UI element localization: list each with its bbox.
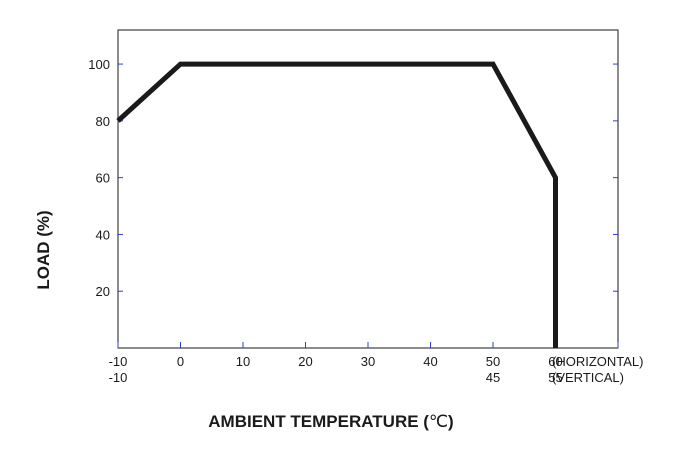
- x-tick-label: 40: [423, 354, 437, 369]
- x-axis-title-close: ): [448, 412, 454, 431]
- x-axis-title: AMBIENT TEMPERATURE (℃): [208, 412, 453, 431]
- x-tick-label: 20: [298, 354, 312, 369]
- x-tick-label-secondary: 45: [486, 370, 500, 385]
- plot-frame: [117, 29, 619, 349]
- x-tick-label-secondary: 55: [548, 370, 562, 385]
- x-tick-label-secondary: -10: [109, 370, 128, 385]
- x-tick-label: 10: [236, 354, 250, 369]
- y-tick-label: 100: [88, 57, 110, 72]
- y-tick-marks: [118, 63, 618, 292]
- x-tick-marks: [117, 342, 619, 348]
- x-tick-label: 50: [486, 354, 500, 369]
- orientation-label-vertical: (VERTICAL): [552, 370, 624, 385]
- x-tick-label: -10: [109, 354, 128, 369]
- y-tick-label: 40: [96, 227, 110, 242]
- y-tick-label: 20: [96, 284, 110, 299]
- x-tick-labels: -10 0 10 20 30 40 50 60: [109, 354, 563, 369]
- x-tick-label: 30: [361, 354, 375, 369]
- y-tick-label: 80: [96, 114, 110, 129]
- y-tick-labels: 20 40 60 80 100: [88, 57, 110, 299]
- x-tick-label: 60: [548, 354, 562, 369]
- y-axis-title: LOAD (%): [34, 210, 53, 289]
- x-tick-label: 0: [177, 354, 184, 369]
- x-axis-title-unit: ℃: [429, 412, 448, 431]
- derating-curve: [116, 61, 558, 348]
- x-tick-labels-secondary: -10 45 55: [109, 370, 563, 385]
- y-tick-label: 60: [96, 171, 110, 186]
- x-axis-title-text: AMBIENT TEMPERATURE (: [208, 412, 429, 431]
- series-layer: [116, 61, 558, 348]
- orientation-label-horizontal: (HORIZONTAL): [552, 354, 643, 369]
